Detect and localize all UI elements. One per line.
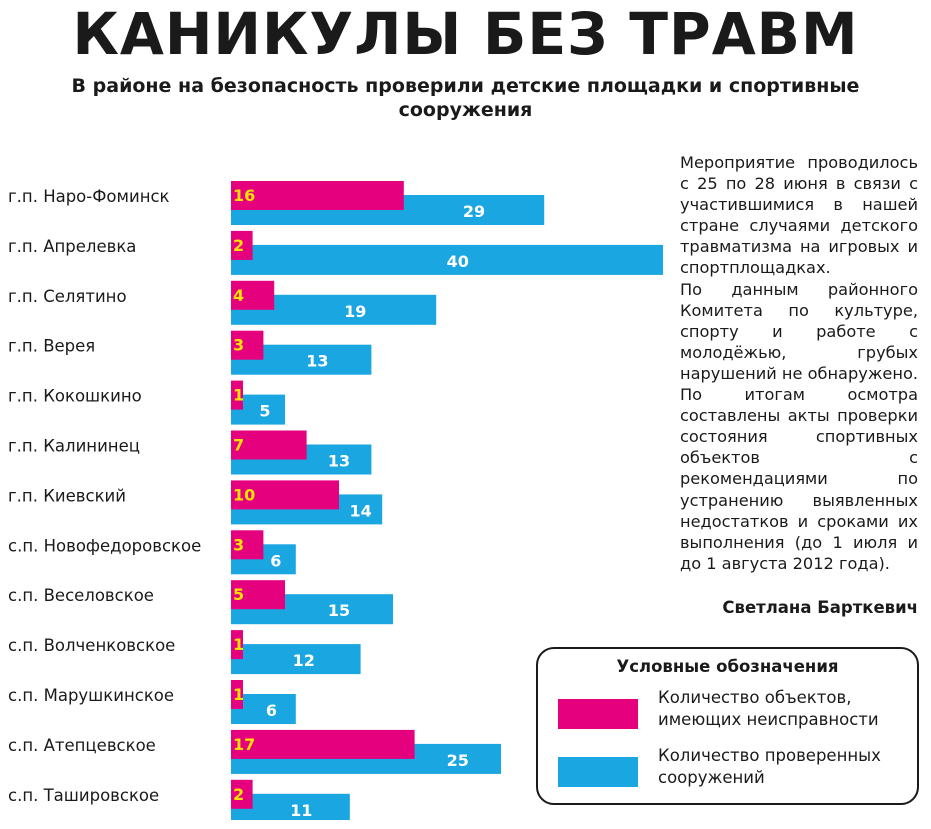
- value-label-faulty: 3: [233, 336, 244, 355]
- value-label-checked: 13: [328, 452, 350, 471]
- chart-legend: Условные обозначения Количество объектов…: [536, 647, 919, 805]
- value-label-checked: 25: [447, 751, 469, 770]
- bar-faulty: [231, 530, 264, 560]
- value-label-checked: 11: [290, 801, 312, 820]
- value-label-faulty: 16: [233, 186, 255, 205]
- article-paragraph-1: Мероприятие проводилось с 25 по 28 июня …: [680, 153, 918, 278]
- bar-checked: [231, 644, 361, 675]
- value-label-checked: 29: [463, 202, 485, 221]
- value-label-checked: 6: [270, 551, 281, 570]
- category-label: г.п. Наро-Фоминск: [8, 187, 170, 206]
- value-label-checked: 40: [447, 252, 469, 271]
- category-label: с.п. Волченковское: [8, 636, 175, 655]
- value-label-faulty: 2: [233, 785, 244, 804]
- bar-faulty: [231, 430, 307, 460]
- category-label: г.п. Калининец: [8, 437, 140, 456]
- headline: КАНИКУЛЫ БЕЗ ТРАВМ: [72, 0, 859, 68]
- value-label-checked: 14: [349, 501, 371, 520]
- legend-swatch-checked: [558, 757, 638, 787]
- category-label: г.п. Апрелевка: [8, 237, 136, 256]
- article-text: Мероприятие проводилось с 25 по 28 июня …: [680, 152, 918, 574]
- value-label-faulty: 10: [233, 485, 255, 504]
- value-label-checked: 6: [266, 701, 277, 720]
- category-label: г.п. Киевский: [8, 486, 126, 505]
- bar-faulty: [231, 779, 253, 809]
- subtitle: В районе на безопасность проверили детск…: [71, 75, 860, 121]
- legend-swatch-faulty: [558, 699, 638, 729]
- value-label-checked: 5: [259, 402, 270, 421]
- bar-faulty: [231, 630, 243, 660]
- legend-label-checked: Количество проверенных сооружений: [658, 746, 881, 787]
- bar-faulty: [231, 680, 243, 709]
- category-label: с.п. Новофедоровское: [8, 536, 201, 555]
- value-label-checked: 13: [306, 352, 328, 371]
- bar-faulty: [231, 480, 339, 510]
- bar-faulty: [231, 330, 264, 360]
- article-paragraph-2: По данным районного Комитета по культуре…: [680, 279, 919, 383]
- bar-faulty: [231, 181, 404, 210]
- bar-checked: [231, 244, 663, 275]
- value-label-faulty: 1: [233, 685, 244, 704]
- category-label: г.п. Селятино: [8, 287, 127, 306]
- article-paragraph-3: По итогам осмотра составлены акты провер…: [680, 385, 918, 573]
- article-author: Светлана Барткевич: [722, 598, 918, 617]
- legend-title: Условные обозначения: [616, 657, 839, 676]
- bar-faulty: [231, 230, 253, 260]
- value-label-faulty: 1: [233, 635, 244, 654]
- value-label-faulty: 5: [233, 585, 244, 604]
- bar-faulty: [231, 580, 285, 610]
- category-label: с.п. Марушкинское: [8, 686, 174, 705]
- value-label-faulty: 17: [233, 735, 255, 754]
- category-label: г.п. Верея: [8, 337, 95, 356]
- category-label: г.п. Кокошкино: [8, 387, 142, 406]
- value-label-faulty: 1: [233, 386, 244, 405]
- value-label-faulty: 3: [233, 535, 244, 554]
- value-label-faulty: 4: [233, 286, 244, 305]
- category-label: с.п. Ташировское: [8, 786, 159, 805]
- value-label-checked: 15: [328, 601, 350, 620]
- value-label-faulty: 2: [233, 236, 244, 255]
- value-label-checked: 12: [293, 651, 315, 670]
- bar-faulty: [231, 729, 415, 759]
- bar-faulty: [231, 280, 275, 310]
- value-label-checked: 19: [344, 302, 366, 321]
- bar-faulty: [231, 380, 243, 410]
- category-label: с.п. Атепцевское: [8, 736, 156, 755]
- category-label: с.п. Веселовское: [8, 586, 154, 605]
- value-label-faulty: 7: [233, 436, 244, 455]
- legend-label-faulty: Количество объектов, имеющих неисправнос…: [658, 688, 879, 729]
